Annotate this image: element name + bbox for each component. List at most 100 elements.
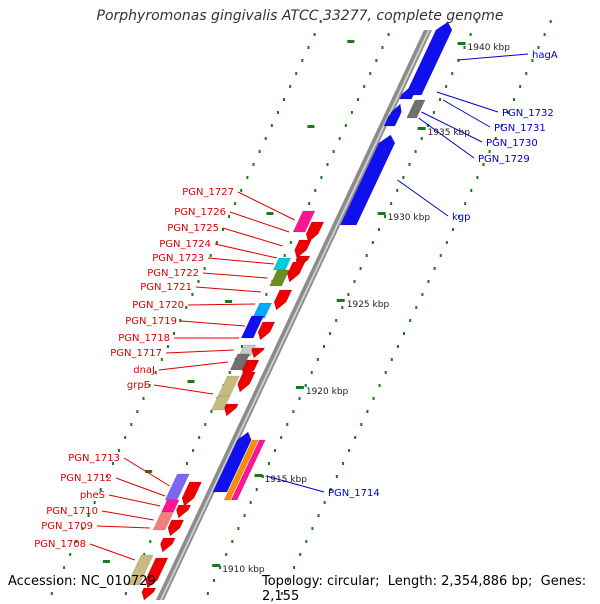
ruler-label: 1920 kbp (306, 387, 349, 397)
forward-gene-label[interactable]: PGN_1732 (502, 108, 554, 119)
guide-dot (426, 124, 429, 127)
guide-dot (197, 280, 200, 283)
guide-dot (482, 163, 485, 166)
gene-reverse-block (251, 347, 265, 359)
leader-line (457, 53, 529, 61)
guide-dot (463, 46, 466, 49)
gene-PGN_1714-c (230, 439, 266, 501)
forward-gene-label[interactable]: hagA (532, 50, 558, 61)
reverse-gene-label[interactable]: PGN_1726 (174, 207, 226, 218)
reverse-gene-label[interactable]: PGN_1712 (60, 473, 112, 484)
ruler-tick (377, 212, 386, 215)
guide-dot (464, 202, 467, 205)
reverse-gene-label[interactable]: PGN_1720 (132, 300, 184, 311)
guide-dot (185, 462, 188, 465)
forward-gene-label[interactable]: kgp (452, 212, 471, 223)
reverse-gene-label[interactable]: PGN_1724 (159, 239, 211, 250)
gene-reverse-block (167, 519, 185, 537)
gene-reverse-block (272, 257, 292, 271)
guide-dot (335, 319, 338, 322)
ruler-tick (336, 299, 345, 302)
reverse-gene-label[interactable]: PGN_1719 (125, 316, 177, 327)
reverse-gene-label[interactable]: PGN_1709 (41, 521, 93, 532)
gene-reverse-arrow (238, 344, 257, 357)
leader-line (442, 99, 491, 128)
guide-dot (209, 254, 212, 257)
leader-line (123, 457, 170, 487)
ruler-tick (307, 125, 315, 128)
label-leaders (89, 53, 529, 561)
topology-value: circular (326, 574, 376, 589)
guide-dot (403, 332, 406, 335)
ruler-label: 1930 kbp (388, 213, 431, 223)
leader-line (187, 303, 256, 306)
guide-dot (204, 423, 207, 426)
guide-dot (283, 254, 286, 257)
guide-dot (488, 150, 491, 153)
guide-dot (338, 137, 341, 140)
guide-dot (506, 111, 509, 114)
guide-dot (341, 306, 344, 309)
ruler-tick (266, 212, 274, 215)
reverse-gene-label[interactable]: PGN_1723 (152, 253, 204, 264)
guide-dot (360, 423, 363, 426)
length-label: Length: (387, 574, 438, 589)
guide-dot (369, 72, 372, 75)
guide-dot (237, 527, 240, 530)
guide-dot (470, 189, 473, 192)
guide-dot (307, 46, 310, 49)
gene-reverse-arrow (273, 289, 293, 311)
guide-dot (118, 449, 121, 452)
gene-kgp (339, 134, 396, 226)
guide-dot (537, 46, 540, 49)
reverse-gene-label[interactable]: grpE (127, 380, 150, 391)
leader-line (222, 227, 283, 247)
guide-dot (525, 72, 528, 75)
gene-reverse-arrow (305, 221, 325, 243)
guide-dot (445, 85, 448, 88)
ruler-tick (145, 470, 153, 473)
gene-PGN_1714 (212, 431, 252, 493)
forward-gene-label[interactable]: PGN_1730 (486, 138, 538, 149)
reverse-gene-label[interactable]: PGN_1713 (68, 453, 120, 464)
reverse-gene-label[interactable]: pheS (80, 490, 105, 501)
guide-dot (298, 397, 301, 400)
guide-dot (124, 592, 127, 595)
forward-gene-label[interactable]: PGN_1714 (328, 488, 380, 499)
guide-dot (50, 592, 53, 595)
reverse-gene-label[interactable]: PGN_1722 (147, 268, 199, 279)
ruler-tick (295, 386, 304, 389)
reverse-gene-label[interactable]: PGN_1717 (110, 348, 162, 359)
leader-line (421, 111, 483, 143)
leader-line (418, 117, 475, 159)
reverse-gene-label[interactable]: PGN_1725 (167, 223, 219, 234)
guide-dot (445, 241, 448, 244)
gene-reverse-block (257, 321, 276, 341)
leader-line (115, 477, 166, 497)
guide-dot (319, 20, 322, 23)
guide-dot (513, 98, 516, 101)
forward-gene-label[interactable]: PGN_1729 (478, 154, 530, 165)
guide-dot (295, 72, 298, 75)
forward-gene-label[interactable]: PGN_1731 (494, 123, 546, 134)
guide-dot (243, 514, 246, 517)
guide-dot (335, 475, 338, 478)
ruler-ticks: 1910 kbp 1915 kbp 1920 kbp 1925 kbp 1930 kbp… (102, 40, 510, 575)
guide-dot (87, 514, 90, 517)
guide-dot (240, 189, 243, 192)
reverse-gene-label[interactable]: PGN_1721 (140, 282, 192, 293)
reverse-gene-label[interactable]: PGN_1710 (46, 506, 98, 517)
guide-dot (347, 293, 350, 296)
leader-line (165, 349, 234, 354)
guide-dot (359, 267, 362, 270)
reverse-gene-label[interactable]: PGN_1727 (182, 187, 234, 198)
reverse-gene-label[interactable]: dnaJ (133, 365, 155, 376)
guide-dot (280, 436, 283, 439)
guide-dot (494, 137, 497, 140)
reverse-gene-label[interactable]: PGN_1718 (118, 333, 170, 344)
guide-dot (427, 280, 430, 283)
gene-reverse-block (294, 239, 312, 259)
accession-info: Accession: NC_010729 (8, 574, 156, 589)
reverse-gene-label[interactable]: PGN_1708 (34, 539, 86, 550)
